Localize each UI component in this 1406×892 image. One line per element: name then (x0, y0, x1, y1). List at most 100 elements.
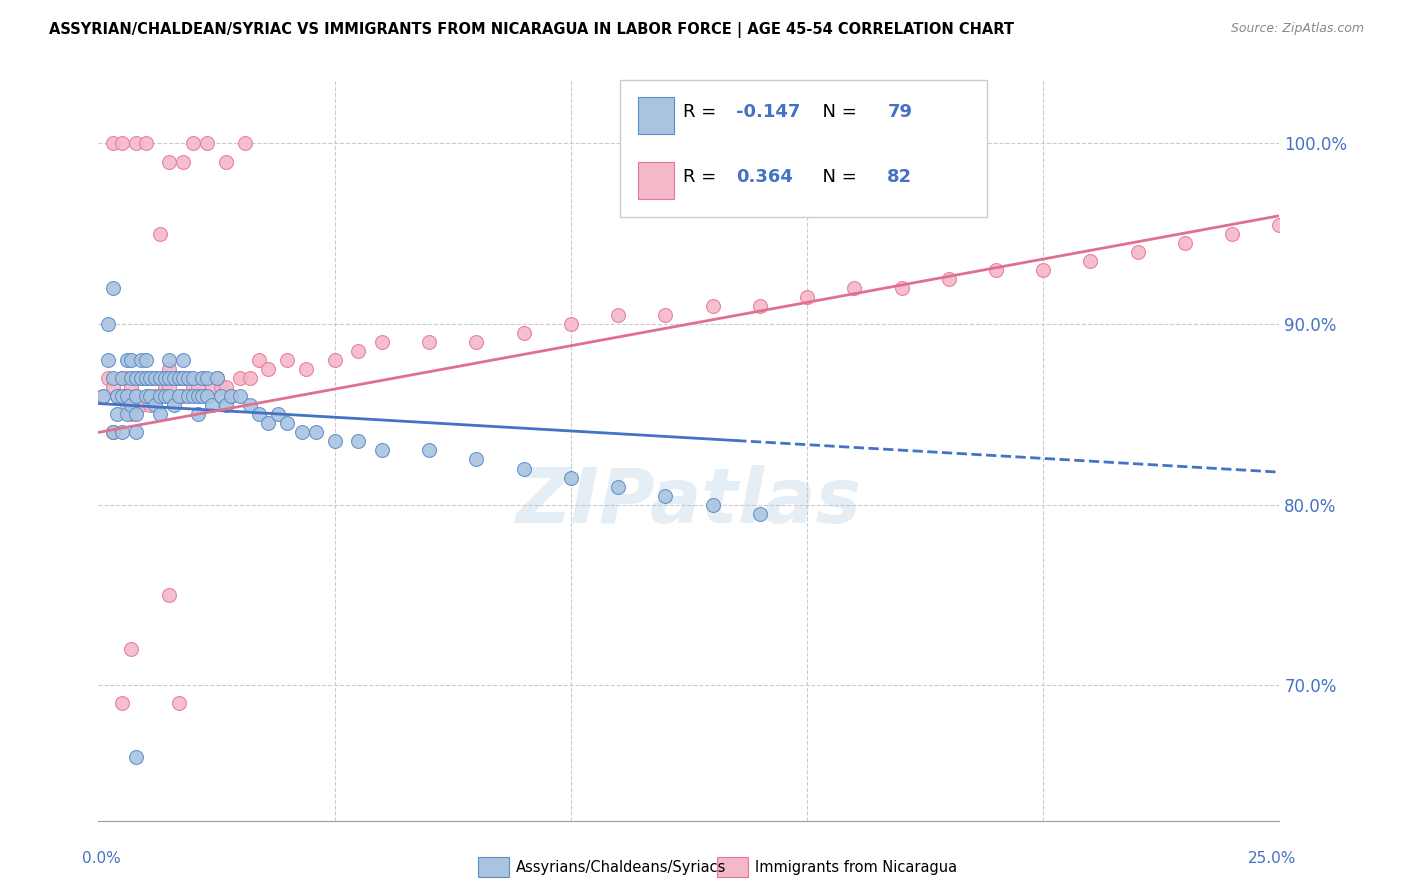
Point (111, 371, 134, 385)
Point (125, 750, 148, 764)
Text: 82: 82 (887, 168, 912, 186)
Text: Assyrians/Chaldeans/Syriacs: Assyrians/Chaldeans/Syriacs (516, 860, 727, 874)
Point (890, 281, 912, 295)
Point (177, 371, 200, 385)
Text: 0.364: 0.364 (737, 168, 793, 186)
Point (135, 136, 157, 151)
Point (125, 136, 148, 151)
Point (205, 371, 228, 385)
Point (984, 263, 1007, 277)
Point (1032, 263, 1054, 277)
Text: 79: 79 (887, 103, 912, 121)
Point (219, 389, 242, 403)
Point (143, 389, 166, 403)
Point (139, 398, 162, 412)
Point (121, 371, 143, 385)
Point (844, 281, 866, 295)
Point (115, 398, 138, 412)
Point (121, 408, 143, 422)
Text: N =: N = (811, 103, 862, 121)
Point (135, 353, 157, 368)
Point (125, 371, 148, 385)
Point (209, 380, 232, 394)
Point (143, 371, 166, 385)
Point (191, 371, 214, 385)
Text: R =: R = (683, 103, 723, 121)
Point (111, 696, 134, 710)
Point (172, 353, 194, 368)
Point (512, 326, 534, 340)
Point (187, 408, 209, 422)
Point (215, 154, 238, 169)
Point (149, 371, 172, 385)
Point (195, 389, 218, 403)
Point (191, 371, 214, 385)
Text: 0.0%: 0.0% (82, 851, 121, 865)
Point (276, 417, 298, 431)
Point (153, 371, 176, 385)
Point (139, 389, 162, 403)
Point (121, 398, 143, 412)
Point (97, 353, 120, 368)
Bar (638, 97, 673, 135)
Point (607, 479, 630, 493)
Point (115, 408, 138, 422)
Point (267, 408, 290, 422)
Point (125, 408, 148, 422)
Point (191, 389, 214, 403)
Point (157, 154, 180, 169)
Point (257, 417, 280, 431)
Point (129, 371, 152, 385)
Point (512, 461, 534, 475)
Point (163, 371, 186, 385)
Point (125, 389, 148, 403)
Point (796, 290, 818, 304)
Point (323, 353, 346, 368)
Point (167, 696, 190, 710)
Point (205, 371, 228, 385)
Point (167, 371, 190, 385)
Point (101, 136, 124, 151)
Text: R =: R = (683, 168, 728, 186)
Point (135, 371, 157, 385)
Point (115, 389, 138, 403)
Point (748, 299, 770, 313)
Point (1126, 244, 1149, 259)
Point (295, 362, 318, 376)
Point (560, 470, 582, 484)
Point (654, 489, 676, 503)
Point (239, 398, 262, 412)
Point (181, 136, 204, 151)
Point (181, 389, 204, 403)
Point (139, 371, 162, 385)
Point (201, 398, 224, 412)
Point (125, 389, 148, 403)
Text: -0.147: -0.147 (737, 103, 800, 121)
Point (1080, 253, 1102, 268)
Point (143, 398, 166, 412)
Point (172, 371, 194, 385)
Point (115, 371, 138, 385)
Point (157, 588, 180, 602)
Point (748, 507, 770, 521)
FancyBboxPatch shape (717, 857, 748, 877)
Point (153, 389, 176, 403)
Point (290, 425, 312, 440)
Point (607, 308, 630, 322)
Point (157, 353, 180, 368)
Point (172, 389, 194, 403)
Point (181, 380, 204, 394)
Point (121, 642, 143, 657)
Point (163, 398, 186, 412)
Point (229, 389, 252, 403)
Point (257, 362, 280, 376)
Point (101, 380, 124, 394)
Point (157, 380, 180, 394)
Point (167, 389, 190, 403)
Point (195, 371, 218, 385)
Point (209, 389, 232, 403)
Point (149, 227, 172, 241)
Point (101, 281, 124, 295)
Text: Source: ZipAtlas.com: Source: ZipAtlas.com (1230, 22, 1364, 36)
Point (101, 425, 124, 440)
